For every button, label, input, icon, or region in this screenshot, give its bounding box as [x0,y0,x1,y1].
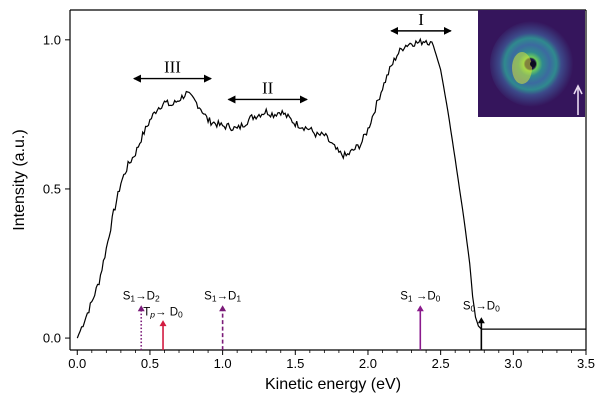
x-tick-label: 3.0 [504,356,522,371]
transition-arrowhead-3 [416,305,424,312]
x-tick-label: 2.0 [359,356,377,371]
x-tick-label: 2.5 [432,356,450,371]
transition-arrowhead-2 [219,305,227,312]
transition-label-1: Tp→ D0 [143,307,183,320]
transition-label-2: S1→D1 [204,290,241,303]
region-label-III: III [164,58,181,77]
transition-arrowhead-1 [159,320,167,327]
y-tick-label: 0.5 [43,181,61,196]
inset-center [530,61,536,67]
transition-arrowhead-0 [137,305,145,312]
transition-label-0: S1→D2 [123,290,160,303]
x-tick-label: 0.5 [141,356,159,371]
x-tick-label: 0.0 [68,356,86,371]
inset-image [478,10,585,117]
transition-arrowhead-4 [477,317,485,324]
region-label-I: I [418,10,424,29]
inset-hotspot [512,52,532,84]
x-tick-label: 3.5 [577,356,595,371]
x-tick-label: 1.0 [214,356,232,371]
axes: 0.0 0.5 1.0 1.5 2.0 2.5 3.0 3.5 0.0 0.5 1.0 Kinetic… [11,9,595,393]
transition-label-4: S0→D0 [463,301,500,314]
region-label-II: II [262,78,274,97]
y-tick-label: 0.0 [43,331,61,346]
y-tick-label: 1.0 [43,32,61,47]
y-axis-title: Intensity (a.u.) [11,129,28,230]
x-tick-label: 1.5 [286,356,304,371]
series-lines [76,37,586,339]
series-line-0 [76,37,586,339]
inset-arrow-head [573,84,583,95]
transition-label-3: S1 →D0 [400,290,440,303]
x-axis-title: Kinetic energy (eV) [265,376,401,393]
